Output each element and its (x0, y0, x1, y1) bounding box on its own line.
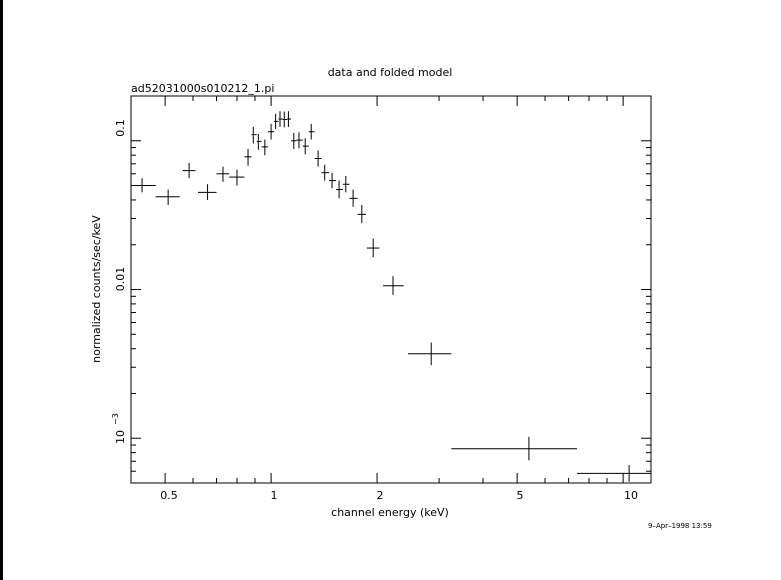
y-axis-label: normalized counts/sec/keV (90, 215, 103, 363)
y-tick-label-1e-3: 10 −3 (111, 413, 127, 444)
data-point (302, 138, 309, 155)
data-point (261, 139, 269, 156)
data-point (366, 238, 380, 258)
chart-title: data and folded model (328, 66, 453, 79)
data-point (408, 342, 452, 366)
data-point (282, 111, 288, 128)
data-point (256, 134, 262, 150)
data-point (328, 172, 337, 189)
data-point (451, 436, 578, 461)
data-point (349, 189, 358, 207)
data-point (321, 164, 329, 181)
x-axis-label: channel energy (keV) (331, 506, 449, 519)
data-point (278, 111, 283, 127)
data-point (336, 180, 343, 199)
timestamp: 9–Apr–1998 13:59 (648, 522, 712, 530)
data-point (244, 149, 252, 166)
data-point (287, 111, 292, 127)
x-tick-label-1: 1 (271, 489, 278, 502)
data-point (274, 113, 279, 129)
data-point (268, 123, 275, 140)
data-point (296, 132, 303, 149)
plot-frame (130, 95, 652, 484)
x-tick-label-10: 10 (624, 489, 638, 502)
data-point (182, 162, 196, 179)
data-point (577, 465, 651, 482)
data-point (291, 132, 297, 150)
x-tick-label-5: 5 (517, 489, 524, 502)
data-point (342, 175, 350, 193)
x-tick-marks (130, 96, 624, 483)
chart-subtitle: ad52031000s010212_1.pi (131, 82, 274, 95)
left-edge-bar (0, 0, 3, 580)
x-tick-label-2: 2 (377, 489, 384, 502)
data-point (131, 178, 156, 193)
y-tick-label-1e-3-base: 10 (114, 430, 127, 444)
data-point (308, 123, 315, 140)
x-tick-label-0.5: 0.5 (160, 489, 178, 502)
data-point (314, 150, 322, 167)
y-tick-label-0.01: 0.01 (114, 267, 127, 292)
data-point (383, 276, 404, 295)
data-point (251, 126, 257, 144)
data-point (357, 204, 366, 223)
data-point (198, 184, 217, 200)
y-tick-marks (131, 95, 651, 484)
y-tick-label-0.1: 0.1 (114, 119, 127, 137)
y-tick-label-1e-3-exponent: −3 (111, 413, 120, 425)
data-point (155, 189, 180, 205)
data-point (229, 169, 245, 186)
data-point (216, 166, 230, 182)
data-points (131, 111, 651, 482)
